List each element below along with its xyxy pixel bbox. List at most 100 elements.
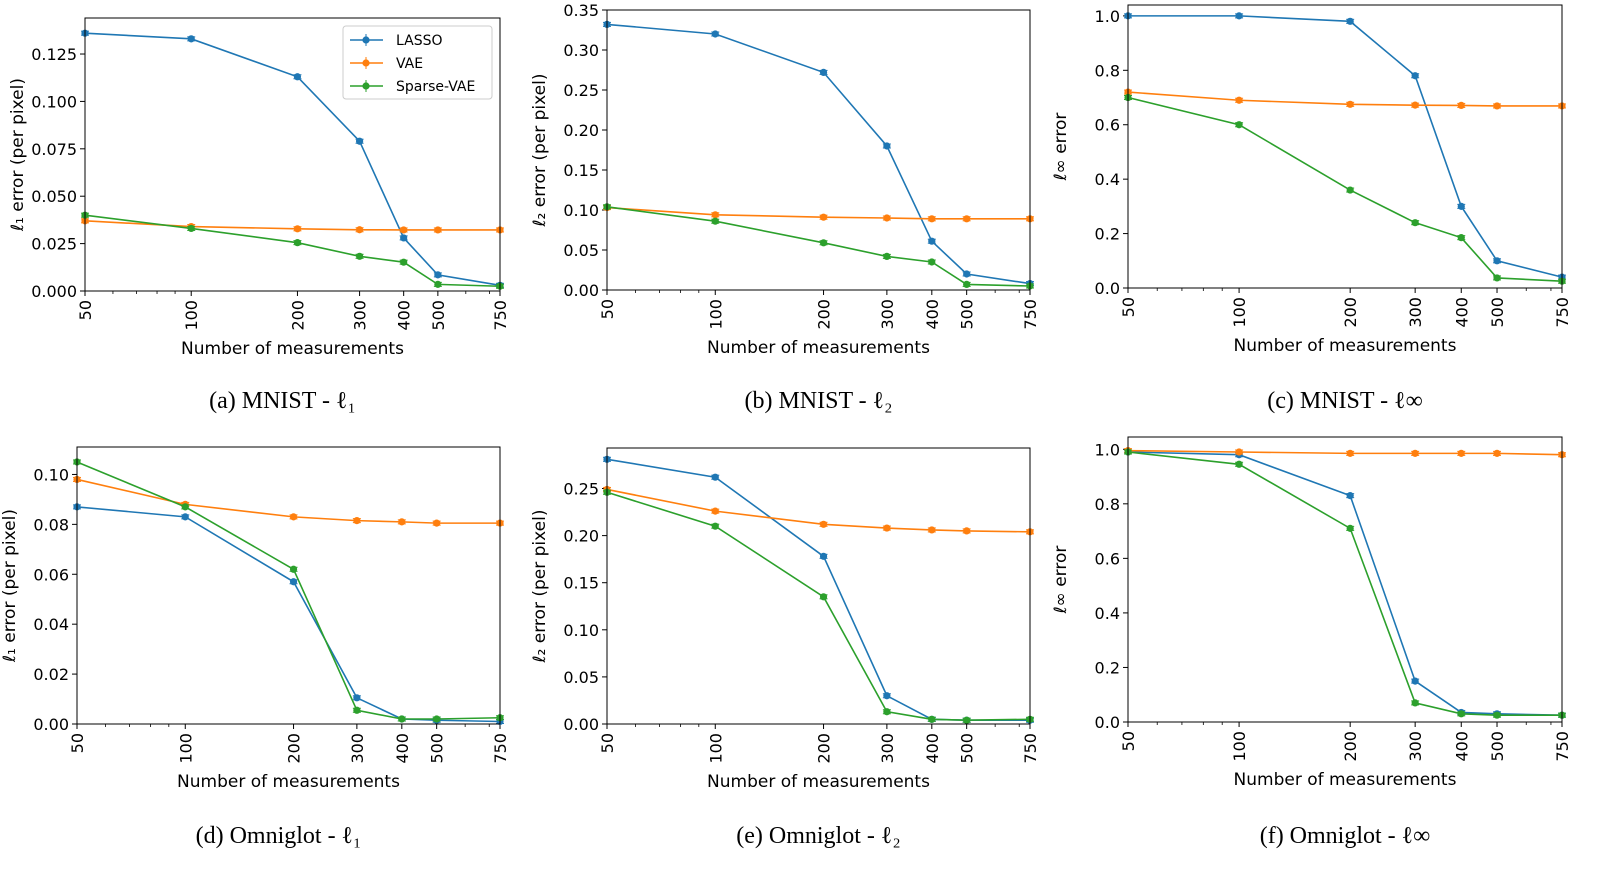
x-tick-label: 200: [1341, 297, 1360, 328]
data-point-sparse-vae: [1411, 699, 1419, 707]
data-point-vae: [355, 226, 364, 234]
data-point-sparse-vae: [928, 258, 936, 266]
data-point-lasso: [353, 694, 361, 702]
data-point-sparse-vae: [928, 715, 936, 723]
series-line-lasso: [1128, 15, 1563, 278]
y-tick-label: 0.00: [33, 715, 69, 734]
data-point-sparse-vae: [819, 593, 828, 601]
y-tick-label: 0.0: [1095, 713, 1120, 732]
data-point-vae: [819, 520, 828, 528]
x-tick-label: 750: [491, 733, 510, 764]
data-point-lasso: [434, 271, 442, 279]
y-tick-label: 0.2: [1095, 225, 1120, 244]
y-tick-label: 0.6: [1095, 549, 1120, 568]
series-line-lasso: [606, 23, 1031, 285]
y-tick-label: 0.4: [1095, 604, 1120, 623]
data-point-vae: [1346, 100, 1354, 108]
y-tick-label: 1.0: [1095, 440, 1120, 459]
data-point-sparse-vae: [1235, 121, 1243, 129]
legend-label: Sparse-VAE: [396, 79, 475, 95]
subplot-b: 50 100 200 300 400 500 750 0.00 0.05 0.10 0.15 0.20…: [530, 1, 1040, 414]
y-tick-label: 0.0: [1095, 279, 1120, 298]
data-point-lasso: [883, 692, 891, 700]
x-tick-label: 200: [288, 300, 307, 331]
x-tick-label: 100: [1230, 297, 1249, 328]
subplot-e: 50 100 200 300 400 500 750 0.00 0.05 0.10 0.15 0.20…: [530, 447, 1040, 849]
x-tick-label: 100: [706, 733, 725, 764]
series-line-lasso: [76, 506, 501, 723]
x-tick-label: 300: [878, 733, 897, 764]
data-point-vae: [433, 519, 441, 527]
x-tick-label: 200: [815, 733, 834, 764]
x-tick-label: 50: [1119, 731, 1138, 751]
x-tick-label: 750: [1021, 733, 1040, 764]
data-point-lasso: [711, 473, 719, 481]
series-line-sparse-vae: [1127, 96, 1563, 282]
data-point-sparse-vae: [883, 708, 891, 716]
data-point-vae: [434, 226, 442, 234]
data-point-sparse-vae: [1493, 274, 1501, 282]
data-point-lasso: [289, 578, 298, 586]
data-point-sparse-vae: [1346, 524, 1354, 532]
data-point-vae: [398, 518, 406, 526]
data-point-vae: [1235, 448, 1243, 456]
y-tick-label: 0.05: [563, 241, 599, 260]
x-tick-label: 500: [1488, 731, 1507, 762]
data-point-sparse-vae: [1411, 219, 1419, 227]
y-tick-label: 0.02: [33, 665, 69, 684]
y-tick-label: 0.30: [563, 41, 599, 60]
legend-marker: [362, 82, 370, 90]
data-point-sparse-vae: [400, 258, 408, 266]
data-point-vae: [819, 213, 828, 221]
y-tick-label: 0.050: [31, 187, 77, 206]
x-tick-label: 300: [1406, 297, 1425, 328]
x-axis-label: Number of measurements: [1234, 770, 1457, 790]
data-point-sparse-vae: [1457, 710, 1465, 718]
y-tick-label: 0.025: [31, 235, 77, 254]
y-axis-label: ℓ₁ error (per pixel): [8, 78, 28, 232]
data-point-lasso: [819, 68, 828, 76]
data-point-lasso: [711, 30, 719, 38]
data-point-sparse-vae: [711, 522, 719, 530]
y-tick-label: 0.100: [31, 92, 77, 111]
data-point-sparse-vae: [355, 252, 364, 260]
x-tick-label: 50: [598, 733, 617, 753]
subplot-caption: (f) Omniglot - ℓ∞: [1260, 823, 1431, 849]
legend-label: VAE: [396, 56, 423, 72]
plot-frame: [1127, 4, 1563, 289]
y-axis-label: ℓ₂ error (per pixel): [530, 510, 550, 664]
x-tick-label: 100: [182, 300, 201, 331]
legend-label: LASSO: [396, 33, 443, 49]
y-tick-label: 0.000: [31, 282, 77, 301]
data-point-vae: [353, 517, 361, 525]
data-point-vae: [289, 513, 298, 521]
data-point-lasso: [928, 237, 936, 245]
x-tick-label: 100: [706, 299, 725, 330]
x-tick-label: 400: [923, 733, 942, 764]
data-point-vae: [711, 211, 719, 219]
x-axis-label: Number of measurements: [707, 772, 930, 792]
data-point-lasso: [1411, 72, 1419, 80]
data-point-vae: [1493, 449, 1501, 457]
x-tick-label: 100: [1230, 731, 1249, 762]
y-tick-label: 0.06: [33, 565, 69, 584]
y-tick-label: 0.25: [563, 81, 599, 100]
data-point-sparse-vae: [1235, 460, 1243, 468]
x-tick-label: 300: [1406, 731, 1425, 762]
x-tick-label: 50: [598, 299, 617, 319]
data-point-vae: [711, 507, 719, 515]
y-tick-label: 0.15: [563, 161, 599, 180]
data-point-lasso: [293, 73, 302, 81]
y-axis-label: ℓ₁ error (per pixel): [0, 509, 20, 663]
data-point-vae: [293, 225, 302, 233]
data-point-sparse-vae: [187, 224, 195, 233]
data-point-sparse-vae: [289, 565, 298, 573]
data-point-lasso: [819, 552, 828, 560]
y-tick-label: 0.8: [1095, 61, 1120, 80]
data-point-sparse-vae: [711, 217, 719, 225]
data-point-sparse-vae: [1493, 711, 1501, 719]
y-tick-label: 1.0: [1095, 7, 1120, 26]
x-tick-label: 300: [348, 733, 367, 764]
data-point-vae: [883, 524, 891, 532]
